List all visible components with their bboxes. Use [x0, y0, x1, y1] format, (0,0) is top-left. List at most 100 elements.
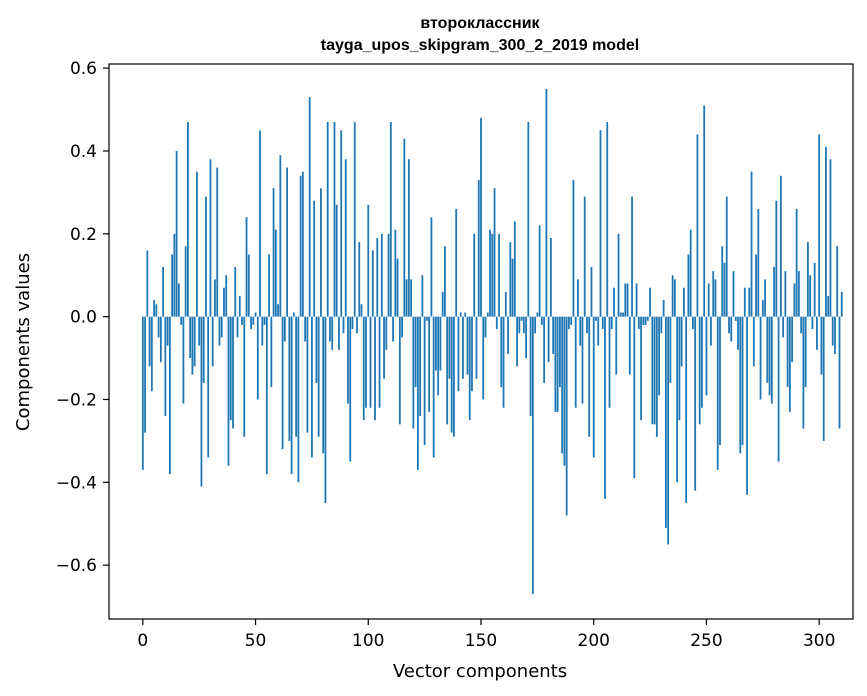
- bar: [644, 316, 647, 325]
- bar: [389, 121, 392, 317]
- bar: [177, 283, 180, 317]
- bar: [518, 316, 521, 334]
- bar: [144, 316, 146, 433]
- bar: [374, 316, 376, 421]
- bar: [624, 283, 627, 317]
- bar: [243, 316, 246, 437]
- bar: [712, 271, 715, 317]
- bar: [617, 233, 620, 317]
- bar: [793, 283, 796, 317]
- bar: [331, 316, 334, 350]
- bar: [189, 316, 192, 359]
- bar: [432, 316, 435, 458]
- bar: [651, 316, 654, 425]
- bar: [223, 287, 225, 317]
- bar: [468, 316, 471, 421]
- bar: [782, 316, 785, 338]
- bar: [184, 246, 187, 317]
- bar: [561, 316, 564, 454]
- bar: [554, 316, 557, 412]
- bar: [725, 196, 728, 317]
- bar: [324, 316, 327, 504]
- bar: [680, 316, 683, 367]
- bar: [703, 105, 706, 317]
- bar: [308, 97, 311, 317]
- bar: [297, 316, 300, 483]
- bar: [820, 316, 823, 375]
- bar: [696, 134, 699, 317]
- bar: [295, 316, 298, 437]
- bar: [694, 316, 697, 491]
- bar: [791, 316, 794, 363]
- x-tick-label: 50: [245, 631, 267, 651]
- bar: [775, 200, 778, 317]
- bar: [168, 316, 171, 475]
- bar: [480, 117, 482, 317]
- bar: [671, 275, 674, 317]
- bar: [351, 316, 354, 330]
- bar: [829, 159, 832, 317]
- bar: [664, 316, 667, 528]
- bar: [577, 279, 579, 317]
- bar: [813, 262, 816, 317]
- bar: [804, 316, 807, 388]
- bar: [660, 316, 663, 334]
- bar: [746, 316, 748, 495]
- bar: [701, 316, 703, 408]
- bar: [254, 312, 257, 317]
- bar: [340, 130, 343, 317]
- bar: [721, 246, 724, 317]
- chart-subtitle: tayga_upos_skipgram_300_2_2019 model: [321, 37, 639, 54]
- bar: [292, 312, 295, 317]
- bar: [719, 316, 721, 446]
- y-tick-label: 0.4: [70, 142, 97, 162]
- bar: [272, 188, 275, 317]
- bar: [509, 242, 512, 317]
- bar: [491, 233, 494, 317]
- bar: [227, 316, 230, 466]
- bar: [710, 316, 712, 346]
- bar: [827, 295, 830, 317]
- bar: [707, 283, 710, 317]
- bar: [777, 316, 780, 462]
- bar: [220, 316, 223, 338]
- bar: [196, 171, 198, 317]
- bar: [439, 316, 442, 371]
- bar: [358, 242, 361, 317]
- bar: [685, 316, 688, 504]
- bar: [732, 271, 735, 317]
- bar: [283, 316, 286, 342]
- bar: [750, 171, 753, 317]
- bar: [622, 312, 624, 317]
- bar: [166, 316, 169, 346]
- bar: [507, 316, 509, 354]
- bar: [401, 316, 403, 338]
- bar: [164, 316, 167, 417]
- bar: [218, 316, 221, 346]
- bar: [752, 316, 755, 367]
- bar: [635, 283, 638, 317]
- bar: [419, 316, 422, 417]
- bar: [202, 316, 205, 383]
- bar: [489, 229, 491, 317]
- bar: [540, 316, 543, 325]
- bar: [405, 279, 408, 317]
- x-tick-label: 200: [578, 631, 610, 651]
- bar: [385, 316, 388, 350]
- bar: [583, 196, 586, 317]
- y-tick-label: −0.2: [56, 390, 97, 410]
- bar: [531, 316, 534, 595]
- bar: [342, 316, 345, 334]
- bar: [592, 316, 595, 458]
- y-axis-label: Components values: [13, 253, 34, 431]
- bar: [466, 316, 469, 375]
- bar: [238, 295, 241, 317]
- bar: [788, 316, 791, 412]
- bar: [446, 316, 449, 425]
- bar: [689, 229, 692, 317]
- bar: [211, 316, 214, 367]
- bar: [182, 316, 185, 404]
- bar: [175, 150, 178, 317]
- bar: [705, 316, 708, 396]
- bar: [428, 316, 431, 412]
